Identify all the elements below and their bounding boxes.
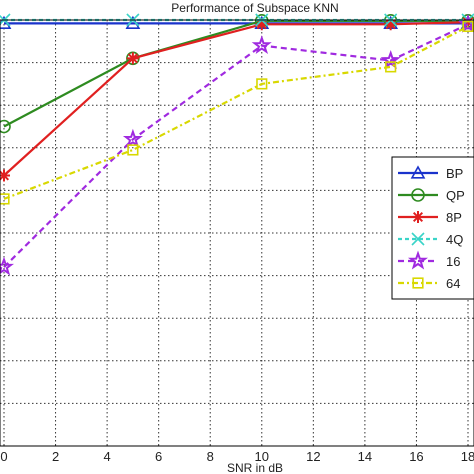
x-axis-ticks: 0 2 4 6 8 10 12 14 16 18 xyxy=(0,449,474,464)
legend-item: 64 xyxy=(398,276,460,291)
data-point xyxy=(0,119,11,134)
data-point xyxy=(0,193,10,205)
data-point xyxy=(408,250,428,270)
chart-title: Performance of Subspace KNN xyxy=(171,1,338,15)
legend-item: QP xyxy=(398,188,465,203)
legend-item: BP xyxy=(398,165,463,181)
legend: BP QP 8P 4Q 16 64 xyxy=(391,156,474,300)
data-point xyxy=(0,256,14,276)
x-tick-label: 8 xyxy=(207,449,214,464)
x-tick-label: 4 xyxy=(103,449,110,464)
data-point xyxy=(126,52,139,65)
plot-border xyxy=(0,19,474,447)
x-tick-label: 14 xyxy=(358,449,372,464)
series-64 xyxy=(0,20,474,205)
data-point xyxy=(0,169,10,182)
legend-label: QP xyxy=(446,188,465,203)
x-tick-label: 12 xyxy=(306,449,320,464)
x-axis-label: SNR in dB xyxy=(227,461,283,474)
legend-label: 64 xyxy=(446,276,460,291)
legend-label: 16 xyxy=(446,254,460,269)
legend-item: 8P xyxy=(398,210,462,225)
x-tick-label: 10 xyxy=(255,449,269,464)
series-line xyxy=(3,19,468,128)
data-point xyxy=(412,277,424,289)
data-point xyxy=(380,49,401,69)
x-tick-label: 2 xyxy=(52,449,59,464)
x-tick-label: 0 xyxy=(0,449,7,464)
data-point xyxy=(411,232,425,246)
data-point xyxy=(462,20,474,32)
data-point xyxy=(122,128,143,148)
series-line xyxy=(3,21,469,177)
legend-label: 4Q xyxy=(446,232,463,247)
series-line xyxy=(3,25,469,200)
legend-label: BP xyxy=(446,166,463,181)
data-point xyxy=(251,35,272,55)
x-tick-label: 6 xyxy=(155,449,162,464)
x-tick-label: 16 xyxy=(409,449,423,464)
series-line xyxy=(3,23,469,268)
data-point xyxy=(410,165,426,179)
data-point xyxy=(412,211,424,223)
data-point xyxy=(127,144,139,156)
data-point xyxy=(255,18,268,31)
legend-label: 8P xyxy=(446,210,462,225)
data-point xyxy=(384,18,397,31)
legend-item: 4Q xyxy=(398,232,463,247)
x-tick-label: 18 xyxy=(461,449,474,464)
data-point xyxy=(385,61,397,73)
legend-box xyxy=(391,156,474,300)
data-point xyxy=(411,188,425,202)
legend-item: 16 xyxy=(398,250,460,270)
data-point xyxy=(256,78,268,90)
